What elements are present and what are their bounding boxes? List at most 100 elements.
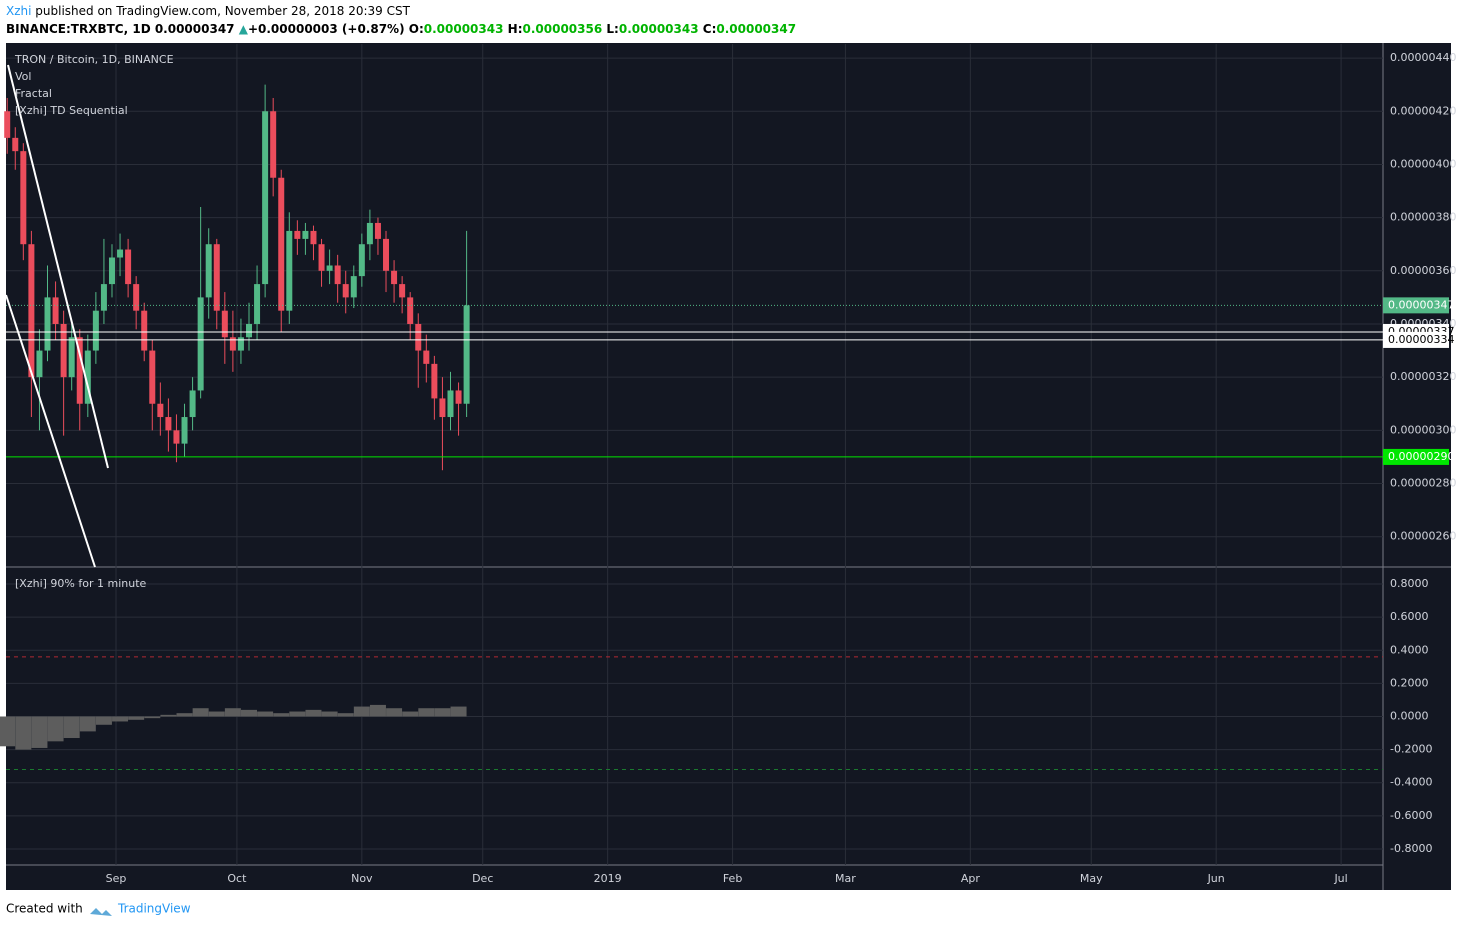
candle-body: [117, 249, 124, 258]
o-value: 0.00000343: [424, 22, 504, 36]
candle-body: [197, 297, 204, 391]
hist-bar: [208, 711, 225, 717]
quote-line: BINANCE:TRXBTC, 1D 0.00000347 ▲+0.000000…: [6, 22, 796, 36]
logo: [90, 908, 112, 916]
candle-body: [407, 297, 414, 324]
candle-body: [12, 137, 19, 152]
header-line: Xzhi published on TradingView.com, Novem…: [6, 4, 411, 18]
hist-bar: [386, 708, 403, 717]
candle-body: [52, 297, 59, 324]
candle-body: [391, 270, 398, 285]
brand[interactable]: TradingView: [117, 902, 191, 916]
h-value: 0.00000356: [523, 22, 603, 36]
candle-body: [439, 398, 446, 418]
price-label: 0.00000347: [1388, 298, 1454, 311]
price-label: 0.00000334: [1388, 333, 1454, 346]
hist-bar: [192, 708, 209, 717]
hist-bar: [79, 716, 96, 732]
hist-bar: [112, 716, 129, 722]
x-tick-label: Nov: [351, 872, 373, 885]
candle-body: [399, 284, 406, 298]
l-label: L:: [606, 22, 618, 36]
candle-body: [447, 390, 454, 418]
hist-bar: [176, 713, 193, 717]
candle-body: [189, 390, 196, 418]
author[interactable]: Xzhi: [6, 4, 31, 18]
candle-body: [463, 305, 470, 404]
y-tick-label: 0.00000440: [1390, 51, 1456, 64]
candle-body: [278, 177, 285, 311]
trend-line: [7, 64, 109, 469]
y-tick-label: 0.8000: [1390, 577, 1429, 590]
published: published on TradingView.com, November 2…: [31, 4, 410, 18]
candle-body: [181, 417, 188, 444]
candle-body: [229, 337, 236, 351]
y-tick-label: 0.0000: [1390, 709, 1429, 722]
candle-body: [28, 244, 35, 378]
x-tick-label: Oct: [227, 872, 247, 885]
candle-body: [358, 244, 365, 277]
candle-body: [213, 244, 220, 311]
y-tick-label: 0.00000320: [1390, 370, 1456, 383]
l-value: 0.00000343: [619, 22, 699, 36]
hist-bar: [15, 716, 32, 750]
candle-body: [302, 230, 309, 239]
candle-body: [423, 350, 430, 364]
x-tick-label: Jun: [1207, 872, 1225, 885]
x-tick-label: Feb: [723, 872, 742, 885]
y-tick-label: -0.8000: [1390, 842, 1432, 855]
hist-bar: [289, 711, 306, 717]
x-tick-label: Sep: [106, 872, 127, 885]
hist-bar: [337, 713, 354, 717]
created-with: Created with: [6, 902, 83, 916]
chart-background: [6, 43, 1451, 890]
x-tick-label: Dec: [472, 872, 493, 885]
candle-body: [20, 151, 27, 245]
hist-bar: [434, 708, 451, 717]
candle-body: [4, 111, 11, 138]
y-tick-label: 0.00000260: [1390, 530, 1456, 543]
price-label-bg: [1383, 331, 1449, 348]
candle-body: [286, 230, 293, 311]
legend-item: Fractal: [15, 87, 52, 100]
candle-body: [431, 363, 438, 399]
hist-bar: [257, 711, 274, 717]
x-tick-label: May: [1080, 872, 1103, 885]
y-tick-label: -0.2000: [1390, 743, 1432, 756]
hist-bar: [273, 713, 290, 717]
legend-item: [Xzhi] TD Sequential: [15, 104, 128, 117]
hist-bar: [450, 706, 467, 717]
y-tick-label: 0.4000: [1390, 643, 1429, 656]
hist-bar: [160, 714, 177, 717]
hist-bar: [353, 706, 370, 717]
candle-body: [76, 337, 83, 404]
candle-body: [246, 323, 252, 338]
candle-body: [350, 276, 357, 298]
candle-body: [342, 284, 349, 298]
o-label: O:: [409, 22, 424, 36]
hist-bar: [241, 709, 257, 717]
candle-body: [383, 238, 390, 271]
candle-body: [294, 230, 301, 239]
candle-body: [237, 337, 244, 351]
candle-body: [100, 284, 107, 311]
trend-line: [5, 294, 96, 568]
symbol: BINANCE:TRXBTC, 1D 0.00000347: [6, 22, 235, 36]
candle-body: [254, 284, 261, 324]
y-tick-label: -0.6000: [1390, 809, 1432, 822]
candle-body: [270, 111, 277, 178]
x-tick-label: Apr: [961, 872, 981, 885]
candle-body: [366, 222, 373, 245]
y-tick-label: 0.00000360: [1390, 264, 1456, 277]
hist-bar: [31, 716, 48, 748]
c-label: C:: [703, 22, 717, 36]
candle-body: [68, 337, 75, 378]
y-tick-label: 0.2000: [1390, 676, 1429, 689]
price-label-bg: [1383, 448, 1449, 465]
candle-body: [108, 257, 115, 285]
chart-title: TRON / Bitcoin, 1D, BINANCE: [14, 53, 174, 66]
price-label: 0.00000290: [1388, 450, 1454, 463]
candle-body: [84, 350, 91, 404]
